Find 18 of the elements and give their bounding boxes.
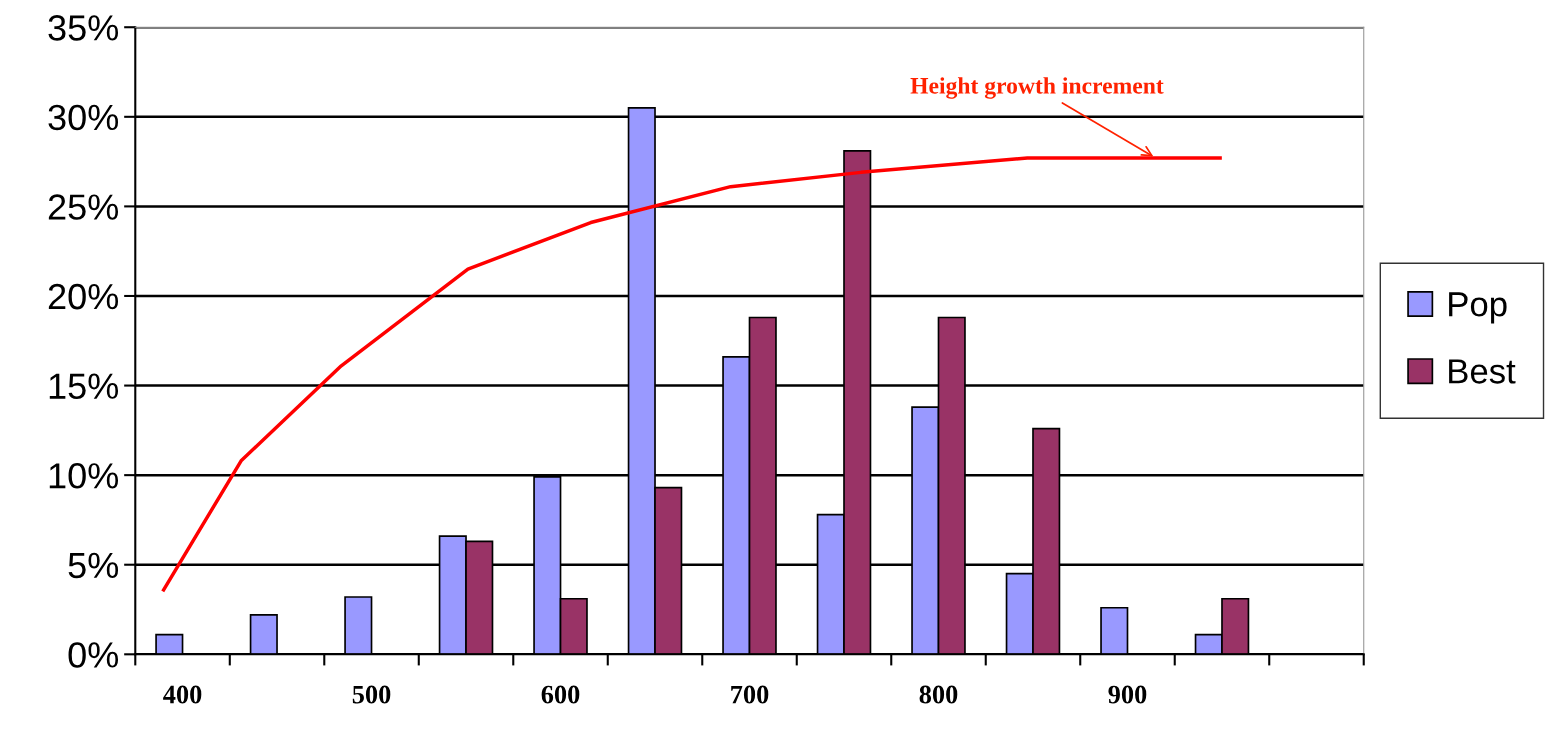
y-tick-label: 15% <box>49 373 119 399</box>
x-tick-label: 500 <box>352 685 391 704</box>
line-series <box>161 156 1222 592</box>
y-tick-label: 5% <box>68 552 119 579</box>
y-tick-label: 25% <box>48 194 119 220</box>
legend-label: Best <box>1449 359 1516 384</box>
y-tick-label: 10% <box>49 463 119 489</box>
annotation: Height growth increment <box>910 77 1164 99</box>
legend-label: Pop <box>1449 292 1507 324</box>
y-tick-label: 20% <box>48 283 119 310</box>
y-tick-label: 0% <box>68 642 119 668</box>
y-tick-label: 35% <box>48 15 119 41</box>
x-tick-label: 900 <box>1108 685 1147 704</box>
y-tick-label: 30% <box>48 104 119 131</box>
x-tick-label: 400 <box>163 685 202 704</box>
x-tick-label: 700 <box>731 685 769 704</box>
x-tick-label: 600 <box>541 685 580 704</box>
x-tick-label: 800 <box>919 685 958 704</box>
